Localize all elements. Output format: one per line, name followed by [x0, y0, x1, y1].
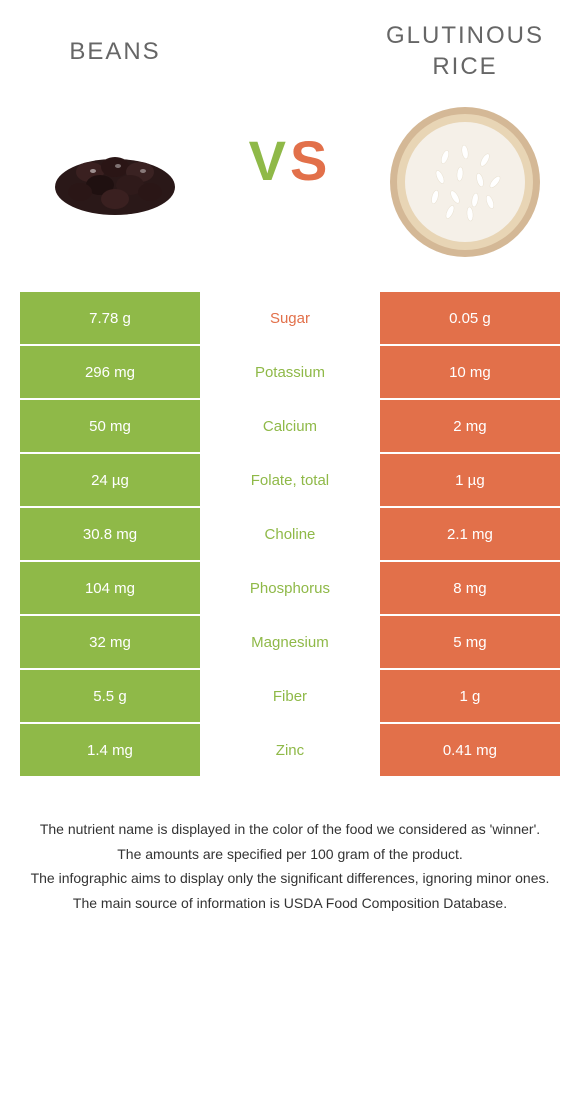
footnote-line: The main source of information is USDA F…: [20, 892, 560, 914]
table-row: 5.5 gFiber1 g: [20, 670, 560, 724]
footnotes: The nutrient name is displayed in the co…: [20, 818, 560, 914]
nutrient-label: Choline: [200, 508, 380, 560]
left-value: 5.5 g: [20, 670, 200, 722]
left-food-title: BEANS: [69, 36, 160, 67]
left-value: 50 mg: [20, 400, 200, 452]
left-value: 24 µg: [20, 454, 200, 506]
nutrient-table: 7.78 gSugar0.05 g296 mgPotassium10 mg50 …: [20, 292, 560, 778]
right-value: 1 µg: [380, 454, 560, 506]
nutrient-label: Sugar: [200, 292, 380, 344]
left-value: 7.78 g: [20, 292, 200, 344]
right-value: 1 g: [380, 670, 560, 722]
right-value: 0.05 g: [380, 292, 560, 344]
nutrient-label: Calcium: [200, 400, 380, 452]
rice-image: [385, 102, 545, 262]
right-food-title: GLUTINOUS RICE: [370, 20, 560, 82]
footnote-line: The amounts are specified per 100 gram o…: [20, 843, 560, 865]
table-row: 24 µgFolate, total1 µg: [20, 454, 560, 508]
comparison-header: BEANS VS GLUTINOUS RICE: [20, 20, 560, 262]
right-value: 5 mg: [380, 616, 560, 668]
table-row: 7.78 gSugar0.05 g: [20, 292, 560, 346]
right-value: 10 mg: [380, 346, 560, 398]
right-value: 2 mg: [380, 400, 560, 452]
vs-label: VS: [249, 133, 332, 189]
right-food: GLUTINOUS RICE: [370, 20, 560, 262]
left-value: 1.4 mg: [20, 724, 200, 776]
right-value: 2.1 mg: [380, 508, 560, 560]
table-row: 30.8 mgCholine2.1 mg: [20, 508, 560, 562]
table-row: 296 mgPotassium10 mg: [20, 346, 560, 400]
nutrient-label: Magnesium: [200, 616, 380, 668]
footnote-line: The nutrient name is displayed in the co…: [20, 818, 560, 840]
nutrient-label: Zinc: [200, 724, 380, 776]
vs-letter-s: S: [290, 129, 331, 192]
left-food: BEANS: [20, 36, 210, 247]
nutrient-label: Fiber: [200, 670, 380, 722]
table-row: 1.4 mgZinc0.41 mg: [20, 724, 560, 778]
beans-image: [35, 87, 195, 247]
left-value: 104 mg: [20, 562, 200, 614]
left-value: 30.8 mg: [20, 508, 200, 560]
nutrient-label: Phosphorus: [200, 562, 380, 614]
nutrient-label: Folate, total: [200, 454, 380, 506]
footnote-line: The infographic aims to display only the…: [20, 867, 560, 889]
right-value: 8 mg: [380, 562, 560, 614]
table-row: 104 mgPhosphorus8 mg: [20, 562, 560, 616]
table-row: 32 mgMagnesium5 mg: [20, 616, 560, 670]
right-value: 0.41 mg: [380, 724, 560, 776]
left-value: 32 mg: [20, 616, 200, 668]
vs-letter-v: V: [249, 129, 290, 192]
left-value: 296 mg: [20, 346, 200, 398]
nutrient-label: Potassium: [200, 346, 380, 398]
table-row: 50 mgCalcium2 mg: [20, 400, 560, 454]
